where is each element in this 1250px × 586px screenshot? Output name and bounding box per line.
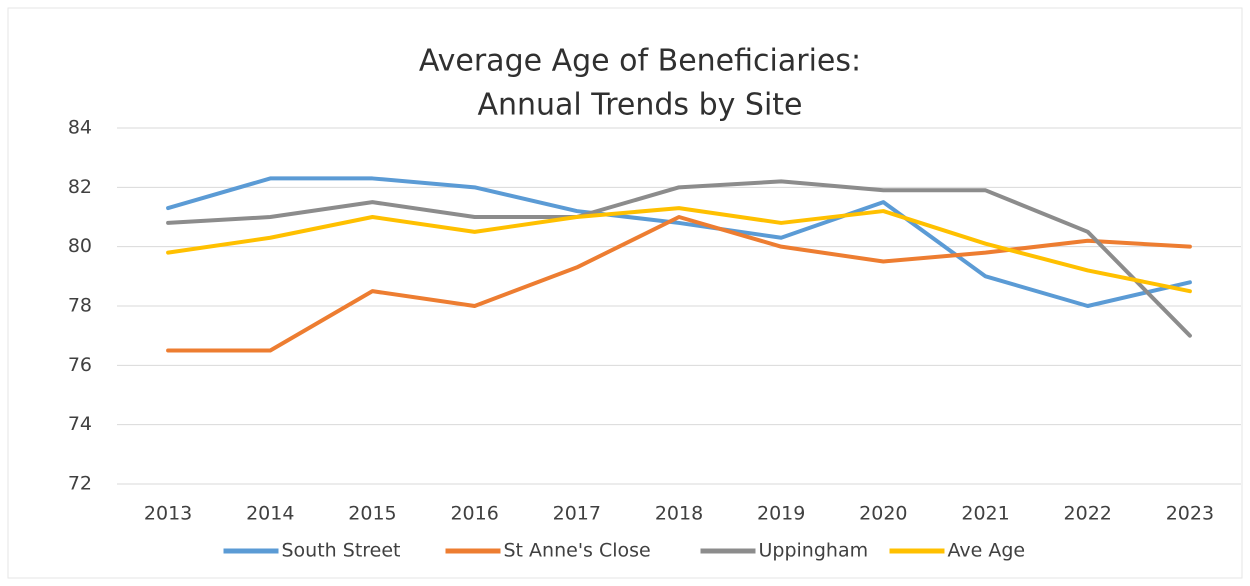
x-tick-label: 2014 [246,503,294,525]
y-tick-label: 76 [68,354,92,376]
y-tick-label: 82 [68,176,92,198]
legend-label: Uppingham [759,540,869,562]
chart-title: Average Age of Beneficiaries: [419,44,861,79]
x-tick-label: 2016 [450,503,498,525]
legend-label: St Anne's Close [504,540,651,562]
x-tick-label: 2019 [757,503,805,525]
x-tick-label: 2013 [144,503,192,525]
x-tick-label: 2022 [1064,503,1112,525]
x-tick-label: 2018 [655,503,703,525]
chart-title: Annual Trends by Site [477,88,802,123]
x-tick-label: 2021 [961,503,1009,525]
y-tick-label: 84 [68,117,92,139]
line-series [166,206,1192,294]
line-series [166,215,1192,353]
y-tick-label: 78 [68,295,92,317]
x-tick-label: 2017 [553,503,601,525]
legend-label: South Street [282,540,401,562]
x-tick-label: 2020 [859,503,907,525]
y-tick-label: 74 [68,413,92,435]
x-tick-label: 2015 [348,503,396,525]
y-tick-label: 80 [68,235,92,257]
legend-label: Ave Age [948,540,1026,562]
line-series [166,179,1192,338]
line-series [166,176,1192,308]
y-tick-label: 72 [68,473,92,495]
x-tick-label: 2023 [1166,503,1214,525]
